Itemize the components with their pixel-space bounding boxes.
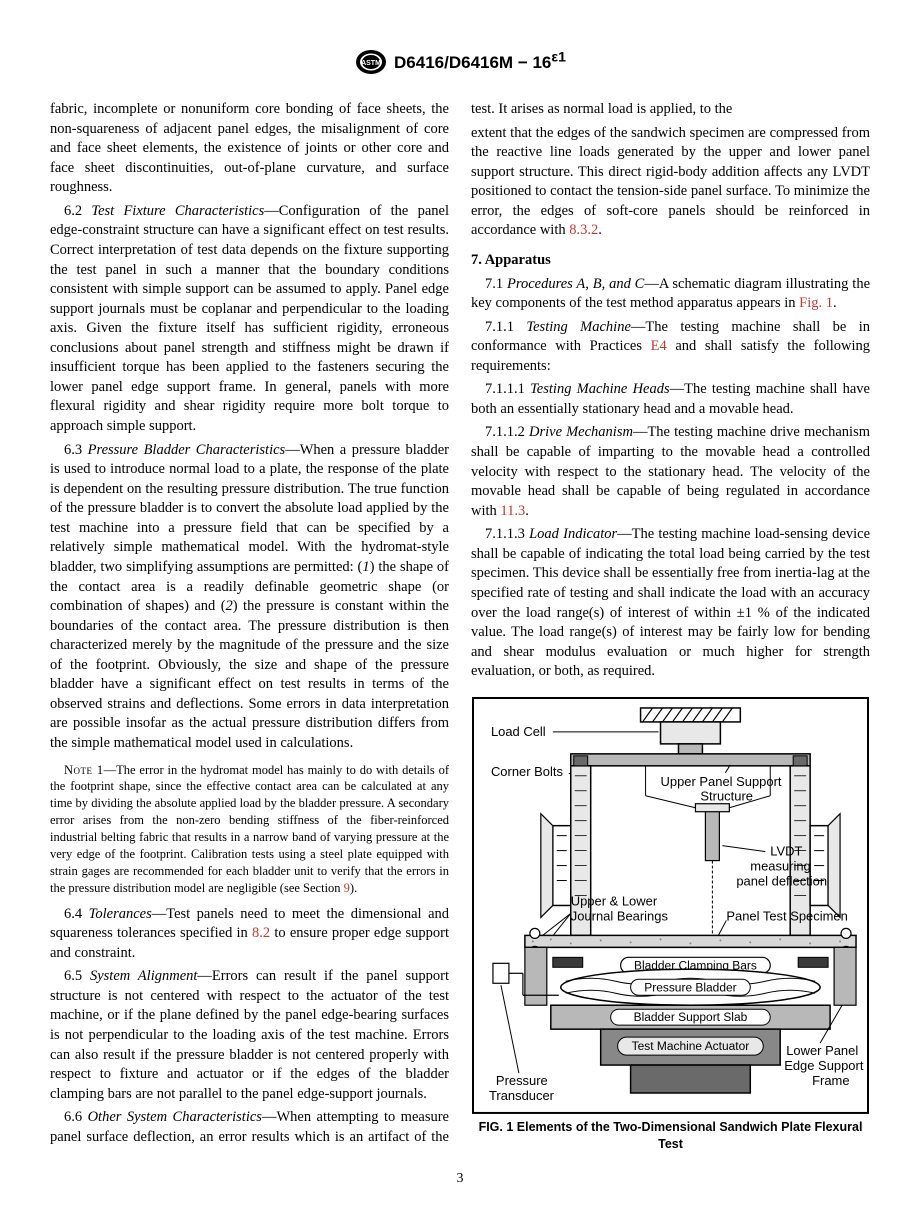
sec-num: 7.1.1.3 bbox=[485, 526, 529, 542]
designation-text: D6416/D6416M − 16 bbox=[394, 53, 551, 72]
label-transducer-1: Pressure bbox=[496, 1073, 548, 1088]
para-7-1-1: 7.1.1 Testing Machine—The testing machin… bbox=[471, 318, 870, 377]
note-body: ). bbox=[350, 881, 357, 895]
sec-body: —Configuration of the panel edge-constra… bbox=[50, 203, 449, 434]
note-label: Note 1 bbox=[64, 763, 104, 777]
sec-num: 6.5 bbox=[64, 968, 90, 984]
sec-title: Tolerances bbox=[89, 906, 152, 922]
sec-title: Testing Machine Heads bbox=[530, 381, 670, 397]
cross-ref[interactable]: E4 bbox=[651, 338, 667, 354]
para-6-3: 6.3 Pressure Bladder Characteristics—Whe… bbox=[50, 441, 449, 754]
figure-1-caption: FIG. 1 Elements of the Two-Dimensional S… bbox=[471, 1119, 870, 1153]
para-6-6-cont: extent that the edges of the sandwich sp… bbox=[471, 124, 870, 241]
sec-num: 6.2 bbox=[64, 203, 91, 219]
astm-logo-icon: ASTM bbox=[354, 48, 388, 76]
sec-title: Pressure Bladder Characteristics bbox=[88, 442, 286, 458]
label-lower-frame-3: Frame bbox=[812, 1073, 849, 1088]
sec-num: 7.1.1.2 bbox=[485, 424, 529, 440]
cross-ref[interactable]: Fig. 1 bbox=[799, 295, 833, 311]
sec-num: 7.1.1.1 bbox=[485, 381, 530, 397]
para-7-1-1-3: 7.1.1.3 Load Indicator—The testing machi… bbox=[471, 525, 870, 682]
section-7-head: 7. Apparatus bbox=[471, 251, 870, 271]
inline-ital: 1 bbox=[362, 559, 369, 575]
svg-text:ASTM: ASTM bbox=[361, 60, 381, 67]
label-corner-bolts: Corner Bolts bbox=[491, 764, 564, 779]
page-number: 3 bbox=[50, 1170, 870, 1189]
sec-title: Load Indicator bbox=[529, 526, 617, 542]
sec-title: Testing Machine bbox=[526, 319, 631, 335]
note-1: Note 1—The error in the hydromat model h… bbox=[50, 762, 449, 897]
sec-num: 7.1 bbox=[485, 276, 507, 292]
label-lvdt-1: LVDT bbox=[770, 843, 802, 858]
sec-title: Procedures A, B, and C bbox=[507, 276, 644, 292]
sec-num: 6.4 bbox=[64, 906, 89, 922]
para-6-2: 6.2 Test Fixture Characteristics—Configu… bbox=[50, 202, 449, 437]
label-upper-support-1: Upper Panel Support bbox=[661, 774, 782, 789]
note-body: —The error in the hydromat model has mai… bbox=[50, 763, 449, 895]
para-7-1-1-2: 7.1.1.2 Drive Mechanism—The testing mach… bbox=[471, 423, 870, 521]
para-7-1: 7.1 Procedures A, B, and C—A schematic d… bbox=[471, 275, 870, 314]
sec-body: —The testing machine load-sensing device… bbox=[471, 526, 870, 679]
sec-body: —When a pressure bladder is used to intr… bbox=[50, 442, 449, 575]
label-journals-1: Upper & Lower bbox=[571, 893, 658, 908]
para-6-1-cont: fabric, incomplete or nonuniform core bo… bbox=[50, 100, 449, 198]
page-header: ASTM D6416/D6416M − 16ε1 bbox=[50, 48, 870, 76]
sec-num: 7.1.1 bbox=[485, 319, 526, 335]
label-transducer-2: Transducer bbox=[489, 1088, 555, 1103]
sec-body: —Errors can result if the panel support … bbox=[50, 968, 449, 1101]
figure-1-svg: Load Cell Upper Panel Support Structure … bbox=[471, 696, 870, 1115]
sec-title: System Alignment bbox=[90, 968, 197, 984]
label-lvdt-3: panel deflection bbox=[736, 873, 827, 888]
cross-ref[interactable]: 8.2 bbox=[252, 925, 270, 941]
sec-body: extent that the edges of the sandwich sp… bbox=[471, 125, 870, 239]
para-7-1-1-1: 7.1.1.1 Testing Machine Heads—The testin… bbox=[471, 380, 870, 419]
label-lower-frame-2: Edge Support bbox=[784, 1058, 864, 1073]
label-upper-support-2: Structure bbox=[700, 788, 753, 803]
sec-title: Test Fixture Characteristics bbox=[91, 203, 264, 219]
text-columns: fabric, incomplete or nonuniform core bo… bbox=[50, 100, 870, 1152]
inline-ital: 2 bbox=[226, 598, 233, 614]
figure-1: Load Cell Upper Panel Support Structure … bbox=[471, 696, 870, 1153]
para-6-4: 6.4 Tolerances—Test panels need to meet … bbox=[50, 905, 449, 964]
label-lvdt-2: measuring bbox=[750, 858, 810, 873]
sec-num: 6.3 bbox=[64, 442, 88, 458]
label-lower-frame-1: Lower Panel bbox=[786, 1043, 858, 1058]
epsilon-text: ε1 bbox=[551, 50, 566, 66]
sec-num: 6.6 bbox=[64, 1109, 88, 1125]
label-slab: Bladder Support Slab bbox=[634, 1010, 748, 1024]
sec-body: . bbox=[525, 503, 529, 519]
para-6-5: 6.5 System Alignment—Errors can result i… bbox=[50, 967, 449, 1104]
label-load-cell: Load Cell bbox=[491, 724, 546, 739]
sec-body: . bbox=[598, 222, 602, 238]
cross-ref[interactable]: 11.3 bbox=[500, 503, 525, 519]
sec-body: ) the pressure is constant within the bo… bbox=[50, 598, 449, 751]
label-actuator: Test Machine Actuator bbox=[632, 1039, 750, 1053]
label-journals-2: Journal Bearings bbox=[571, 908, 669, 923]
sec-title: Drive Mechanism bbox=[529, 424, 633, 440]
label-specimen: Panel Test Specimen bbox=[726, 908, 847, 923]
cross-ref[interactable]: 8.3.2 bbox=[569, 222, 598, 238]
sec-title: Other System Characteristics bbox=[88, 1109, 262, 1125]
label-bladder: Pressure Bladder bbox=[644, 980, 736, 994]
sec-body: . bbox=[833, 295, 837, 311]
